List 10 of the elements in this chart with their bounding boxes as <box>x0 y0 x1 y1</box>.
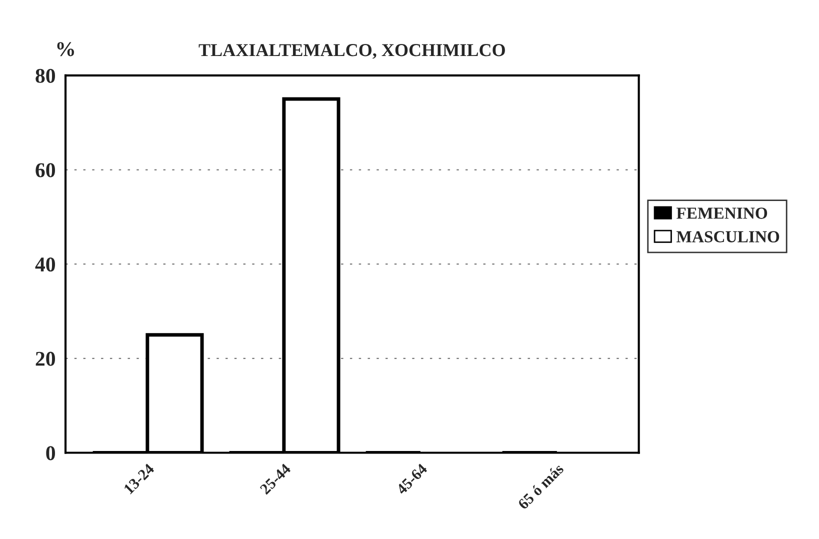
y-tick-label: 20 <box>36 352 56 366</box>
y-tick-label: 40 <box>35 257 56 272</box>
x-tick-label: 65 ó más <box>517 462 564 510</box>
y-axis-title: % <box>57 42 74 56</box>
y-tick-label: 60 <box>36 163 56 178</box>
y-tick-label: 80 <box>36 68 56 83</box>
chart-title: TLAXIALTEMALCO, XOCHIMILCO <box>198 44 505 59</box>
legend-label: MASCULINO <box>676 231 780 242</box>
y-tick-label: 0 <box>46 446 56 460</box>
legend-label: FEMENINO <box>676 208 768 219</box>
